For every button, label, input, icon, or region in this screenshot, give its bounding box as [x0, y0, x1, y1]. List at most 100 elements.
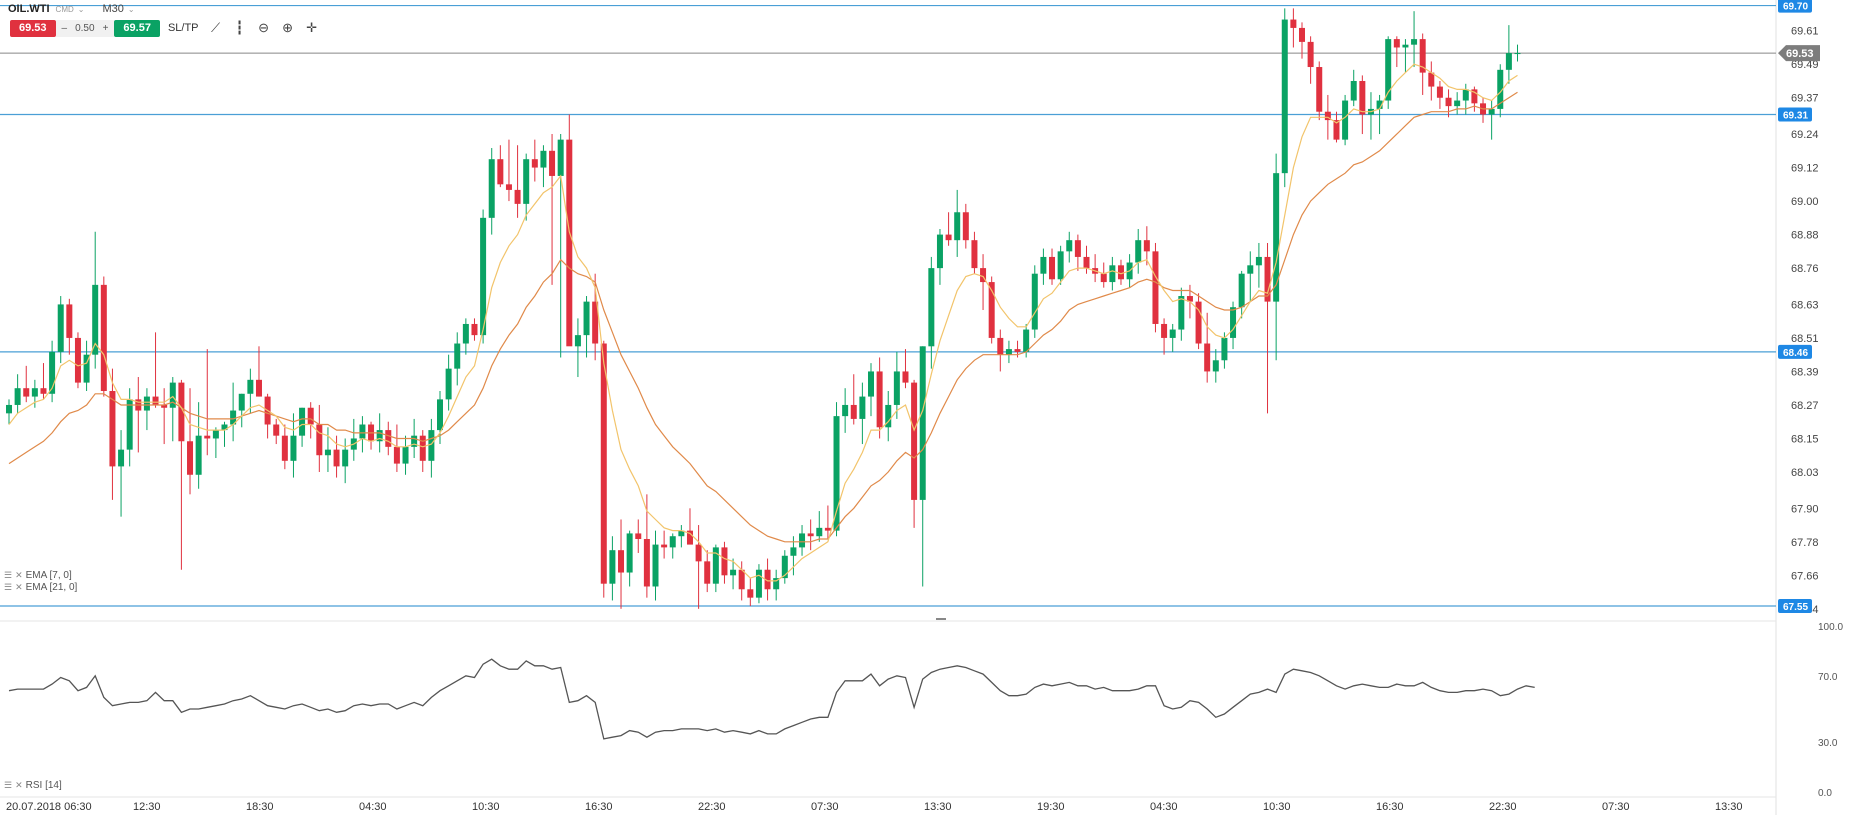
- close-icon[interactable]: ✕: [15, 582, 23, 592]
- legend-ema21[interactable]: ☰ ✕ EMA [21, 0]: [4, 582, 77, 593]
- candle-body: [66, 304, 73, 338]
- candle-body: [118, 449, 125, 467]
- symbol-label[interactable]: OIL.WTI: [8, 3, 50, 15]
- candle-body: [902, 371, 909, 383]
- timeframe-caret-icon[interactable]: ⌄: [127, 4, 135, 14]
- rsi-tick-label: 0.0: [1818, 788, 1832, 799]
- candle-body: [1385, 39, 1392, 101]
- candle-body: [31, 388, 38, 397]
- time-tick-label: 12:30: [133, 801, 161, 813]
- candle-body: [549, 150, 556, 176]
- price-tick-label: 69.00: [1791, 196, 1819, 208]
- horizontal-line-price-tag: [1778, 344, 1812, 359]
- candle-body: [1057, 251, 1064, 280]
- zoom-in-icon[interactable]: ⊕: [282, 20, 293, 35]
- candle-body: [1255, 256, 1262, 266]
- candle-body: [92, 284, 99, 355]
- price-tick-label: 68.15: [1791, 433, 1819, 445]
- symbol-caret-icon[interactable]: ⌄: [77, 4, 85, 14]
- crosshair-icon[interactable]: ✛: [306, 20, 317, 35]
- candlestick-icon[interactable]: ┇: [235, 20, 244, 35]
- price-tick-label: 69.61: [1791, 26, 1819, 38]
- price-tick-label: 67.66: [1791, 570, 1819, 582]
- candle-body: [755, 569, 762, 598]
- candle-body: [712, 547, 719, 584]
- candle-body: [1307, 41, 1314, 68]
- candle-body: [221, 424, 228, 431]
- candle-body: [1454, 100, 1461, 107]
- candle-body: [859, 396, 866, 419]
- candle-body: [14, 388, 21, 405]
- candle-body: [462, 323, 469, 344]
- sell-button[interactable]: 69.53: [10, 19, 56, 37]
- candle-body: [833, 416, 840, 531]
- candle-body: [1049, 256, 1056, 280]
- price-tick-label: 68.63: [1791, 299, 1819, 311]
- menu-icon[interactable]: ☰: [4, 780, 13, 790]
- candle-body: [49, 351, 56, 394]
- candle-body: [1014, 349, 1021, 352]
- price-tick-label: 68.03: [1791, 467, 1819, 479]
- candle-body: [721, 547, 728, 576]
- price-tick-label: 68.27: [1791, 400, 1819, 412]
- candle-body: [876, 371, 883, 428]
- candle-body: [230, 410, 237, 425]
- price-tick-label: 68.39: [1791, 366, 1819, 378]
- candle-body: [1066, 240, 1073, 252]
- line-chart-icon[interactable]: ⟋: [210, 20, 221, 35]
- candle-body: [307, 407, 314, 425]
- candle-body: [1445, 97, 1452, 107]
- candle-body: [730, 569, 737, 576]
- legend-rsi[interactable]: ☰ ✕ RSI [14]: [4, 780, 62, 791]
- candle-body: [583, 301, 590, 336]
- candle-body: [1230, 307, 1237, 338]
- candle-body: [919, 346, 926, 500]
- candle-body: [402, 446, 409, 464]
- candle-body: [997, 337, 1004, 355]
- candle-body: [324, 449, 331, 456]
- candle-body: [531, 159, 538, 168]
- candle-body: [505, 184, 512, 190]
- volume-stepper[interactable]: – 0.50 +: [55, 19, 115, 37]
- zoom-out-icon[interactable]: ⊖: [258, 20, 269, 35]
- sltp-button[interactable]: SL/TP: [167, 22, 199, 34]
- menu-icon[interactable]: ☰: [4, 582, 13, 592]
- price-tick-label: 68.51: [1791, 333, 1819, 345]
- candle-body: [6, 404, 12, 414]
- candle-body: [1393, 39, 1400, 48]
- candle-body: [281, 435, 288, 461]
- candle-body: [445, 368, 452, 400]
- candle-body: [738, 569, 745, 590]
- close-icon[interactable]: ✕: [15, 570, 23, 580]
- candle-body: [807, 533, 814, 537]
- close-icon[interactable]: ✕: [15, 780, 23, 790]
- candle-body: [523, 159, 530, 204]
- candle-body: [247, 379, 254, 394]
- candle-body: [83, 354, 90, 383]
- candle-body: [1471, 89, 1478, 104]
- candle-body: [161, 404, 168, 408]
- time-tick-label: 16:30: [1376, 801, 1404, 813]
- candle-body: [23, 388, 30, 397]
- candle-body: [238, 393, 245, 411]
- candle-body: [540, 150, 547, 168]
- candle-body: [936, 234, 943, 269]
- timeframe-label[interactable]: M30: [102, 3, 124, 15]
- volume-minus-button[interactable]: –: [61, 22, 68, 34]
- horizontal-line-price-label: 69.70: [1783, 2, 1808, 13]
- candle-body: [100, 284, 107, 391]
- candle-body: [652, 544, 659, 587]
- buy-button[interactable]: 69.57: [114, 19, 160, 37]
- candle-body: [980, 268, 987, 283]
- candle-body: [411, 435, 418, 447]
- volume-plus-button[interactable]: +: [102, 22, 109, 34]
- time-tick-label: 16:30: [585, 801, 613, 813]
- candle-body: [626, 533, 633, 573]
- menu-icon[interactable]: ☰: [4, 570, 13, 580]
- legend-ema7[interactable]: ☰ ✕ EMA [7, 0]: [4, 570, 72, 581]
- horizontal-line-price-tag: [1778, 107, 1812, 122]
- candle-body: [1031, 273, 1038, 330]
- candle-body: [359, 424, 366, 439]
- volume-value[interactable]: 0.50: [75, 22, 95, 34]
